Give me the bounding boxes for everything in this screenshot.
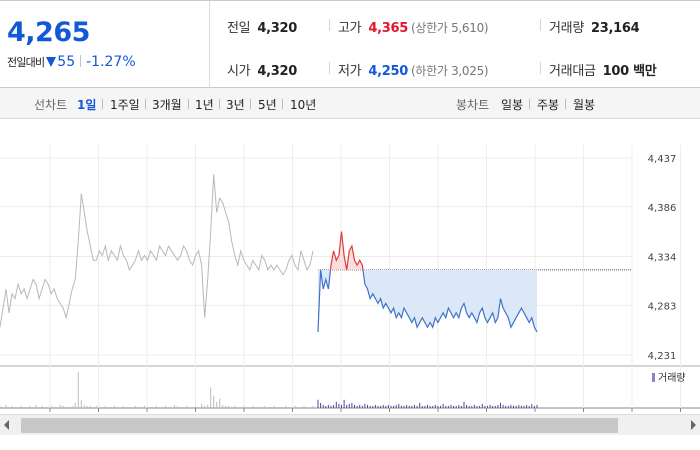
divider [540, 62, 541, 74]
current-price: 4,265 [7, 17, 90, 48]
y-tick-label: 4,386 [648, 203, 677, 214]
chart-scrollbar[interactable] [0, 414, 700, 435]
stat-value: 100 백만 [602, 64, 657, 79]
tab-5-year[interactable]: 5년 [258, 98, 277, 112]
volume-legend-swatch [652, 373, 655, 382]
stat-value: 4,320 [257, 21, 297, 36]
today-price-line [317, 269, 538, 333]
stat-high: 고가 4,365 (상한가 5,610) [338, 17, 489, 36]
stat-label: 전일 [227, 21, 251, 36]
divider [540, 19, 541, 31]
tab-1-year[interactable]: 1년 [195, 98, 214, 112]
stat-label: 거래대금 [549, 64, 596, 79]
stat-amount: 거래대금 100 백만 [549, 60, 657, 79]
volume-legend: 거래량 [652, 372, 686, 384]
volume-bars [0, 372, 538, 408]
chart-period-tabs: 선차트 1일 1주일 3개월 1년 3년 5년 10년 봉차트 일봉 주봉 월봉 [0, 88, 700, 119]
y-tick-label: 4,334 [648, 253, 677, 264]
change-label: 전일대비 [7, 56, 45, 69]
intraday-price-chart: 4,231 4,283 4,334 4,386 4,437 거래량 [0, 145, 700, 412]
y-tick-label: 4,437 [648, 154, 677, 165]
divider [80, 55, 82, 67]
stat-value: 23,164 [590, 21, 640, 36]
stat-open: 시가 4,320 [227, 60, 297, 79]
stat-low: 저가 4,250 (하한가 3,025) [338, 60, 489, 79]
stat-label: 시가 [227, 64, 251, 79]
tab-3-year[interactable]: 3년 [226, 98, 245, 112]
tab-1-day[interactable]: 1일 [77, 98, 97, 112]
divider [102, 99, 103, 109]
price-lines [0, 174, 538, 333]
divider [188, 99, 189, 109]
stat-value: 4,365 [368, 21, 408, 36]
tab-daily-candle[interactable]: 일봉 [501, 98, 524, 112]
tab-monthly-candle[interactable]: 월봉 [573, 98, 596, 112]
divider [329, 62, 330, 74]
current-price-box: 4,265 전일대비 55 -1.27% [0, 1, 210, 88]
scroll-thumb[interactable] [21, 418, 618, 433]
y-tick-label: 4,231 [648, 351, 677, 362]
stat-label: 저가 [338, 64, 362, 79]
divider [565, 99, 566, 109]
y-tick-label: 4,283 [648, 301, 677, 312]
stat-sub: (상한가 5,610) [410, 21, 489, 35]
stat-volume: 거래량 23,164 [549, 17, 640, 36]
stat-value: 4,320 [257, 64, 297, 79]
divider [282, 99, 283, 109]
chart-grid [0, 145, 700, 412]
scroll-left-icon[interactable] [4, 420, 9, 430]
below-prev-close-fill [318, 269, 537, 332]
today-price-line-up [319, 231, 364, 270]
stat-value: 4,250 [368, 64, 408, 79]
divider [329, 19, 330, 31]
divider [250, 99, 251, 109]
stat-prev-close: 전일 4,320 [227, 17, 297, 36]
divider [219, 99, 220, 109]
price-fill-area [318, 231, 537, 332]
divider [529, 99, 530, 109]
history-price-line [0, 174, 314, 328]
y-axis-ticks: 4,231 4,283 4,334 4,386 4,437 [648, 154, 677, 362]
price-summary: 4,265 전일대비 55 -1.27% 전일 4,320 고가 4,365 (상한가 5… [0, 0, 700, 88]
above-prev-close-fill [318, 231, 537, 270]
triangle-down-icon [46, 57, 57, 67]
stat-sub: (하한가 3,025) [410, 64, 489, 78]
tab-10-year[interactable]: 10년 [290, 98, 317, 112]
tab-1-week[interactable]: 1주일 [110, 98, 140, 112]
stat-label: 고가 [338, 21, 362, 36]
stat-label: 거래량 [549, 21, 584, 36]
change-value: 55 [57, 54, 76, 70]
candle-chart-label: 봉차트 [456, 98, 490, 112]
line-chart-label: 선차트 [34, 98, 68, 112]
volume-legend-label: 거래량 [658, 372, 686, 384]
tab-3-month[interactable]: 3개월 [152, 98, 182, 112]
tab-weekly-candle[interactable]: 주봉 [537, 98, 560, 112]
change-row: 전일대비 55 -1.27% [7, 54, 136, 70]
scroll-right-icon[interactable] [691, 420, 696, 430]
change-percent: -1.27% [86, 54, 136, 70]
divider [145, 99, 146, 109]
